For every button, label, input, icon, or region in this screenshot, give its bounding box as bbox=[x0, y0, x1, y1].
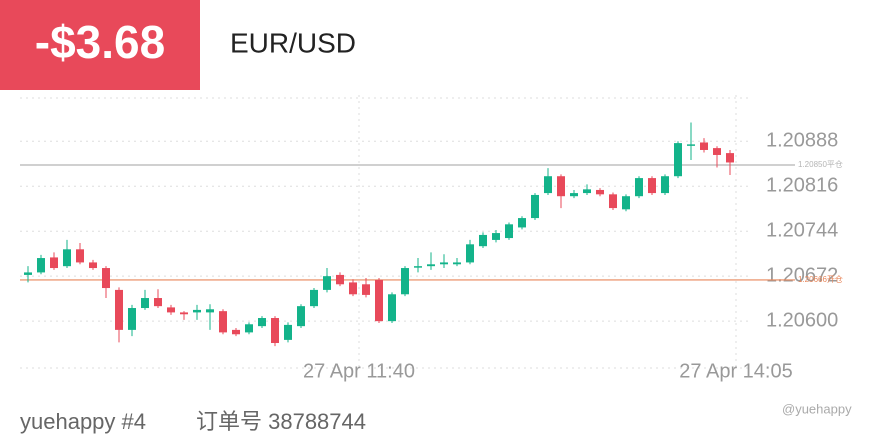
candle-body bbox=[700, 142, 708, 150]
plot: 1.20600 1.20672 1.20744 1.20816 1.20888 27 Ap… bbox=[20, 95, 843, 382]
candle-body bbox=[375, 279, 383, 322]
candle-body bbox=[37, 258, 45, 273]
candle-body bbox=[141, 298, 149, 309]
candle-body bbox=[661, 176, 669, 194]
candle-body bbox=[193, 309, 201, 313]
candle-body bbox=[115, 289, 123, 330]
candle-body bbox=[128, 308, 136, 330]
candle-body bbox=[102, 268, 110, 289]
candle-body bbox=[50, 257, 58, 269]
order-number: 订单号 38788744 bbox=[196, 409, 366, 434]
candle-body bbox=[466, 244, 474, 263]
candle-body bbox=[401, 268, 409, 295]
candle-body bbox=[258, 318, 266, 327]
reference-label: 1.20850平仓 bbox=[798, 159, 843, 169]
candle-body bbox=[297, 306, 305, 327]
candle-body bbox=[479, 234, 487, 247]
candle-body bbox=[206, 309, 214, 313]
candle-body bbox=[89, 262, 97, 269]
candle-body bbox=[284, 324, 292, 340]
x-tick-label: 27 Apr 11:40 bbox=[303, 360, 415, 382]
candle-body bbox=[453, 262, 461, 265]
candle-body bbox=[635, 178, 643, 197]
candle-body bbox=[310, 289, 318, 307]
candle-body bbox=[531, 194, 539, 219]
candle-body bbox=[427, 264, 435, 267]
candle-body bbox=[154, 298, 162, 307]
symbol: EUR/USD bbox=[230, 27, 356, 58]
candle-body bbox=[687, 144, 695, 146]
candle-body bbox=[63, 249, 71, 267]
candle-body bbox=[622, 196, 630, 210]
candle-body bbox=[440, 262, 448, 265]
y-tick-label: 1.20672 bbox=[766, 264, 838, 286]
candle-body bbox=[76, 249, 84, 263]
candle-body bbox=[492, 233, 500, 240]
candle-body bbox=[570, 193, 578, 197]
candle-body bbox=[596, 189, 604, 195]
account: yuehappy #4 bbox=[20, 409, 146, 434]
candle-body bbox=[24, 272, 32, 275]
candle-body bbox=[362, 284, 370, 295]
candle-body bbox=[349, 282, 357, 295]
candle-body bbox=[388, 294, 396, 322]
candle-body bbox=[609, 194, 617, 209]
candle-body bbox=[648, 178, 656, 194]
pnl-badge bbox=[0, 0, 200, 90]
candle-body bbox=[167, 307, 175, 313]
y-tick-label: 1.20816 bbox=[766, 174, 838, 196]
candle-body bbox=[323, 276, 331, 290]
candle-body bbox=[271, 318, 279, 344]
y-tick-label: 1.20888 bbox=[766, 130, 838, 152]
candle-body bbox=[674, 143, 682, 177]
candle-body bbox=[713, 148, 721, 155]
y-tick-label: 1.20600 bbox=[766, 309, 838, 331]
candle-body bbox=[219, 311, 227, 333]
candle-body bbox=[726, 153, 734, 163]
candle-body bbox=[245, 324, 253, 333]
candle-body bbox=[180, 312, 188, 315]
reference-label: 1.20666开仓 bbox=[798, 274, 843, 284]
candle-body bbox=[336, 274, 344, 285]
candle-body bbox=[583, 189, 591, 194]
y-tick-label: 1.20744 bbox=[766, 219, 838, 241]
candle-body bbox=[414, 266, 422, 268]
candle-body bbox=[518, 218, 526, 228]
candle-body bbox=[505, 224, 513, 239]
candle-body bbox=[232, 329, 240, 335]
pnl: -$3.68 bbox=[35, 16, 165, 68]
candle-body bbox=[544, 176, 552, 194]
x-tick-label: 27 Apr 14:05 bbox=[679, 360, 792, 382]
candle-body bbox=[557, 176, 565, 197]
watermark: @yuehappy bbox=[782, 401, 852, 416]
